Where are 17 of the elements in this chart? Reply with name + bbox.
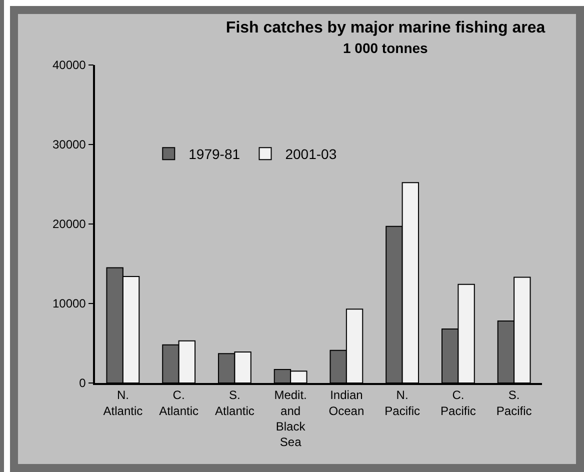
x-tick-label: C. Pacific xyxy=(440,388,476,418)
y-tick-label: 30000 xyxy=(52,138,86,152)
legend-label: 1979-81 xyxy=(188,146,240,162)
x-tick-label: Medit. and Black Sea xyxy=(274,388,307,449)
chart-subtitle: 1 000 tonnes xyxy=(343,40,428,56)
y-tick-label: 40000 xyxy=(52,58,86,72)
y-tick-label: 0 xyxy=(79,376,86,390)
x-tick-label: Indian Ocean xyxy=(328,388,364,418)
x-tick-label: S. Pacific xyxy=(496,388,532,418)
x-tick-label: C. Atlantic xyxy=(159,388,198,418)
y-tick-label: 10000 xyxy=(52,296,86,311)
chart-title: Fish catches by major marine fishing area xyxy=(226,20,546,37)
y-tick-label: 20000 xyxy=(52,217,86,232)
legend-label: 2001-03 xyxy=(285,146,337,162)
x-tick-label: S. Atlantic xyxy=(215,388,254,418)
x-tick-label: N. Atlantic xyxy=(103,388,143,418)
x-tick-label: N. Pacific xyxy=(384,388,420,418)
